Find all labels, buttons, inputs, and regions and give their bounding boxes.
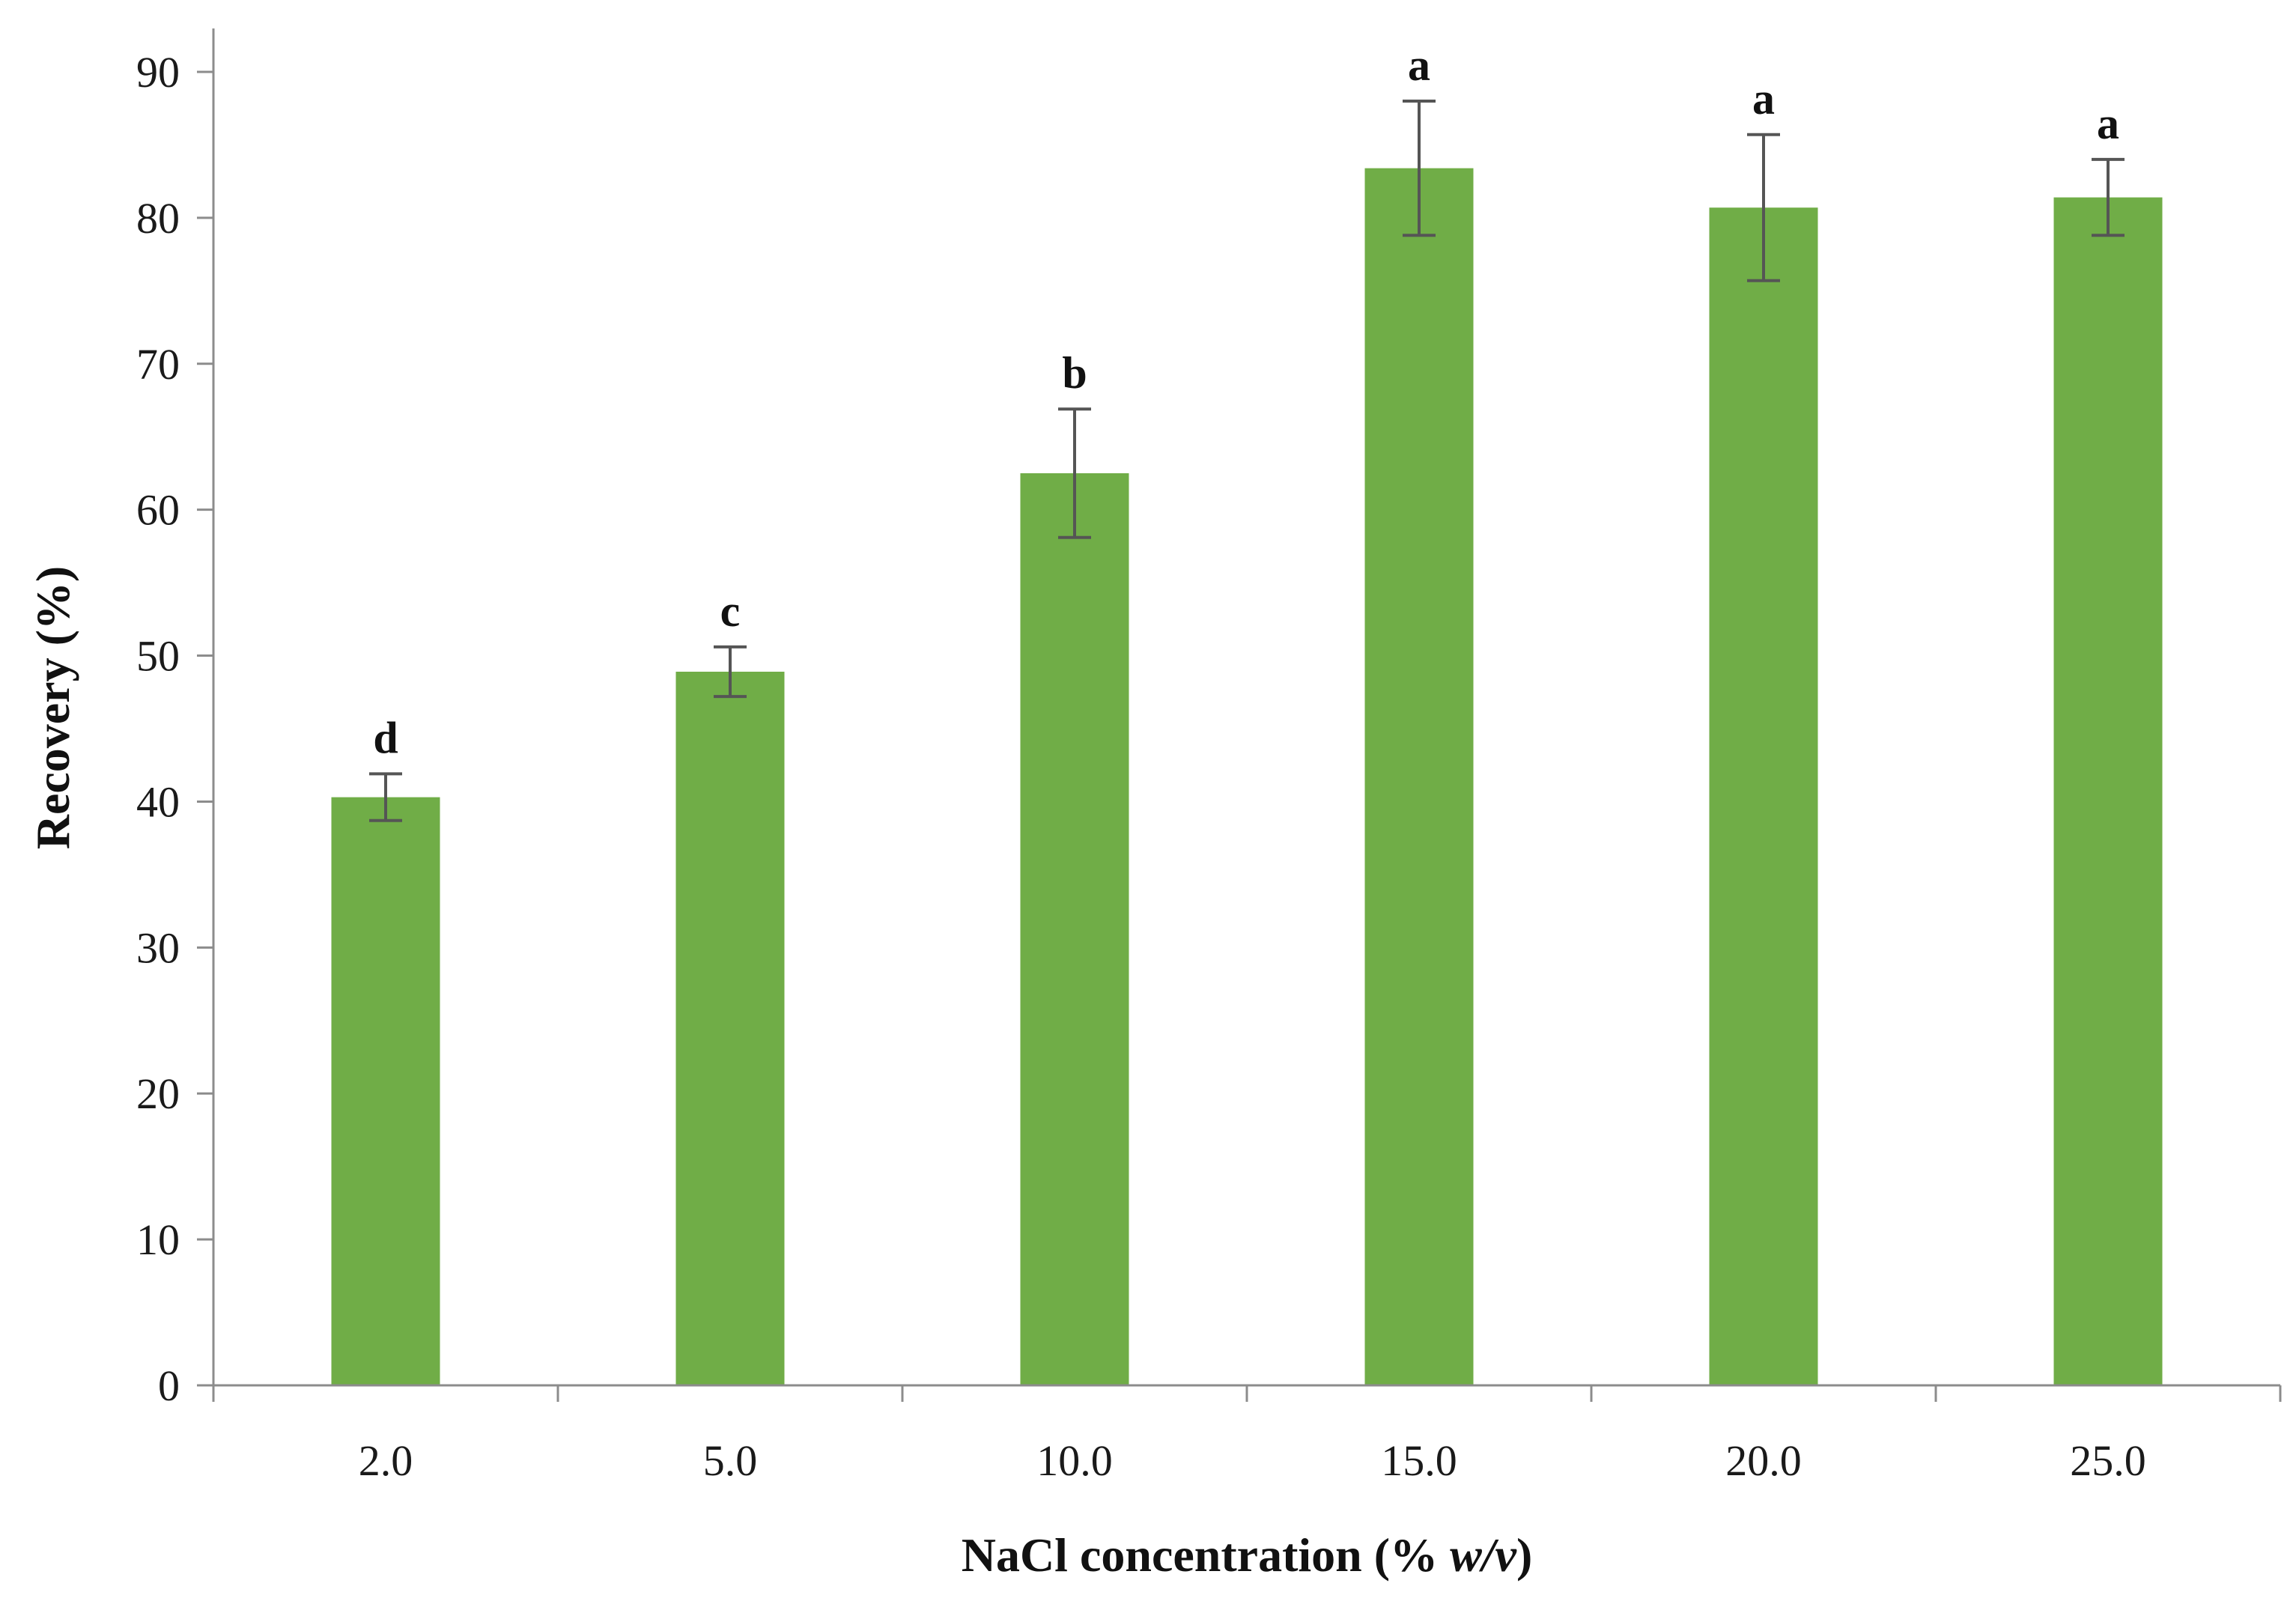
significance-letter: b (1062, 348, 1087, 398)
y-axis-ticks (197, 70, 213, 1387)
significance-letter: a (1408, 40, 1430, 90)
error-bar (714, 645, 747, 699)
y-axis-tick-labels: 0 10 20 30 40 50 60 70 80 90 (136, 48, 180, 1410)
x-axis-tick-labels: 2.0 5.0 10.0 15.0 20.0 25.0 (359, 1436, 2146, 1485)
x-tick-label: 5.0 (703, 1436, 758, 1485)
bar (1364, 168, 1474, 1385)
error-bar (369, 772, 402, 822)
y-tick-label: 0 (158, 1361, 180, 1410)
y-axis-title: Recovery (%) (26, 566, 79, 849)
x-tick-label: 10.0 (1036, 1436, 1113, 1485)
x-tick-label: 15.0 (1381, 1436, 1457, 1485)
x-axis-title: NaCl concentration (% w/v) (962, 1528, 1533, 1582)
significance-letter: d (373, 713, 398, 762)
bar (331, 797, 440, 1385)
y-tick-label: 80 (136, 194, 180, 243)
y-tick-label: 70 (136, 340, 180, 389)
error-bar (2092, 157, 2125, 237)
y-tick-label: 60 (136, 486, 180, 535)
error-bar (1058, 407, 1091, 539)
y-tick-label: 40 (136, 777, 180, 826)
x-axis-title-italic: w/v (1450, 1528, 1516, 1582)
x-axis-ticks (212, 1385, 2282, 1402)
x-axis-title-prefix: NaCl concentration (% (962, 1528, 1450, 1582)
bar (675, 671, 785, 1385)
error-bar (1747, 133, 1780, 282)
y-tick-label: 50 (136, 632, 180, 681)
bar (2053, 197, 2163, 1385)
y-tick-label: 20 (136, 1069, 180, 1118)
significance-labels: d c b a a a (373, 40, 2119, 762)
y-tick-label: 10 (136, 1215, 180, 1264)
error-bars (369, 99, 2125, 822)
x-axis-title-suffix: ) (1516, 1528, 1532, 1582)
y-tick-label: 30 (136, 923, 180, 972)
significance-letter: c (720, 586, 741, 636)
x-tick-label: 25.0 (2070, 1436, 2146, 1485)
bar-series (331, 168, 2163, 1385)
x-tick-label: 2.0 (359, 1436, 413, 1485)
x-tick-label: 20.0 (1725, 1436, 1802, 1485)
significance-letter: a (2097, 99, 2119, 148)
significance-letter: a (1752, 74, 1775, 124)
bar (1709, 207, 1818, 1385)
y-tick-label: 90 (136, 48, 180, 97)
bar (1020, 473, 1129, 1385)
error-bar (1403, 99, 1436, 237)
